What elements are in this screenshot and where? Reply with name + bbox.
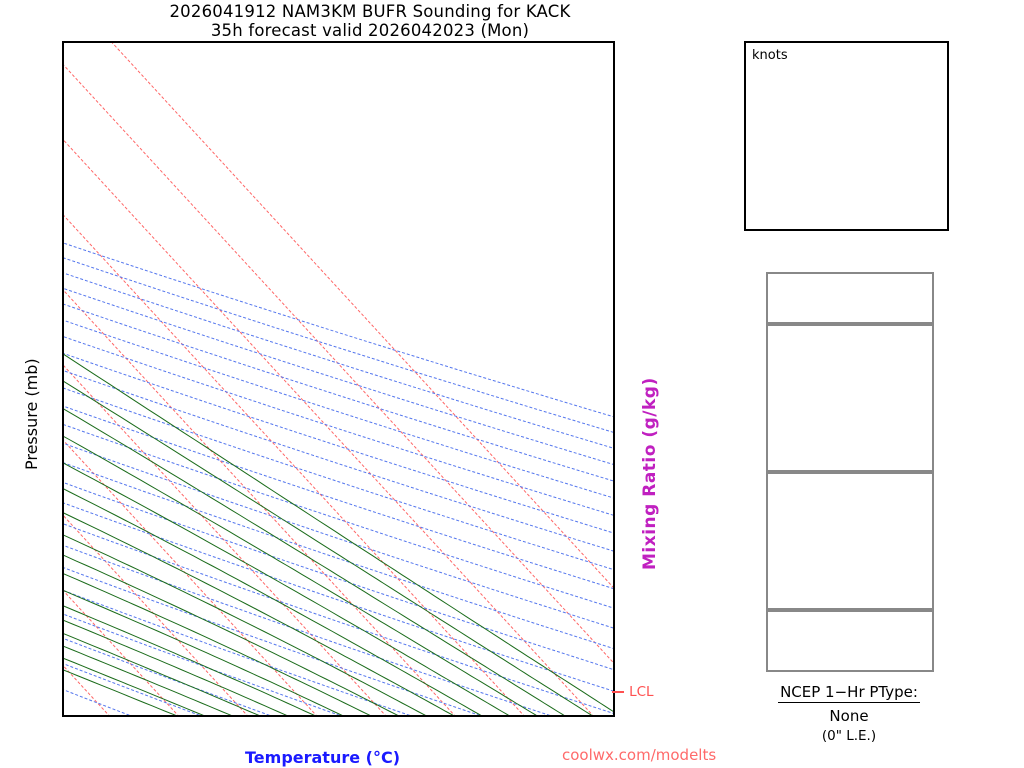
hodograph-table <box>766 610 934 672</box>
ptype-value: None <box>829 707 869 725</box>
ptype-title: NCEP 1−Hr PType: <box>778 683 920 703</box>
lcl-tick-icon <box>612 690 624 693</box>
hodograph-units-label: knots <box>752 48 788 63</box>
pressure-axis-title: Pressure (mb) <box>22 358 41 470</box>
skewt-frame <box>62 41 615 717</box>
most-unstable-table <box>766 472 934 610</box>
watermark: coolwx.com/modelts <box>562 746 717 764</box>
chart-title-block: 2026041912 NAM3KM BUFR Sounding for KACK… <box>0 2 740 40</box>
skewt-diagram <box>62 41 615 717</box>
lcl-label: LCL <box>629 684 654 700</box>
ptype-block: NCEP 1−Hr PType: None (0" L.E.) <box>744 682 954 744</box>
hodograph-plot <box>744 41 949 231</box>
temperature-axis-title: Temperature (°C) <box>245 748 401 767</box>
lowest-level-table <box>766 324 934 472</box>
title-line-1: 2026041912 NAM3KM BUFR Sounding for KACK <box>169 2 571 21</box>
title-line-2: 35h forecast valid 2026042023 (Mon) <box>210 21 530 40</box>
indices-table <box>766 272 934 324</box>
hodograph-panel <box>744 41 949 231</box>
ptype-liquid-equivalent: (0" L.E.) <box>821 728 877 744</box>
lcl-marker: LCL <box>612 681 654 700</box>
wind-barb-column <box>640 41 710 717</box>
